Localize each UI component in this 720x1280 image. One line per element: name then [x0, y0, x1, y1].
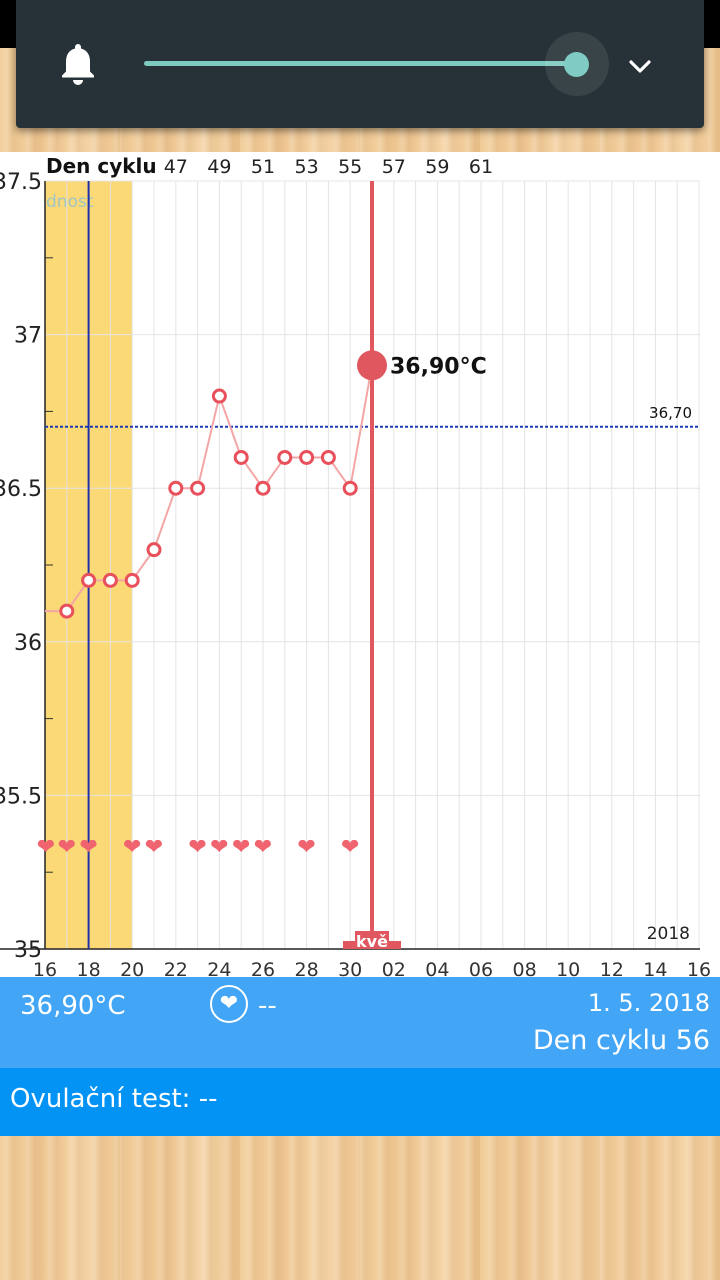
intercourse-heart-icon: ❤ [210, 835, 228, 860]
cycle-day-tick-label: 49 [207, 156, 231, 178]
temperature-point[interactable] [277, 449, 293, 465]
y-tick-label: 37 [14, 324, 42, 349]
temperature-point[interactable] [146, 542, 162, 558]
x-tick-label: 14 [643, 959, 667, 977]
selected-temperature-label: 36,90°C [390, 354, 487, 379]
period-badge [355, 931, 389, 949]
y-tick-label: 37.5 [0, 170, 42, 195]
y-tick-label: 36.5 [0, 477, 42, 502]
fertile-label: dnost [46, 192, 94, 212]
temperature-point[interactable] [255, 480, 271, 496]
x-tick-label: 12 [600, 959, 624, 977]
selected-temperature-point[interactable] [357, 350, 387, 381]
y-tick-label: 35 [14, 938, 42, 963]
temperature-point[interactable] [59, 603, 75, 619]
x-tick-label: 24 [207, 959, 231, 977]
intercourse-heart-icon: ❤ [188, 835, 206, 860]
temperature-point[interactable] [299, 449, 315, 465]
slider-thumb[interactable] [564, 52, 589, 77]
x-tick-label: 18 [77, 959, 101, 977]
intercourse-value: -- [258, 991, 277, 1021]
temperature-chart[interactable]: 37.5 37 36.5 36 35.5 35 16 18 20 22 24 26 28 30 02 04 06… [0, 152, 720, 981]
selected-date: 1. 5. 2018 [587, 989, 710, 1017]
selected-temperature: 36,90°C [20, 991, 126, 1021]
x-tick-label: 28 [295, 959, 319, 977]
cycle-day-tick-label: 55 [338, 156, 362, 178]
temperature-point[interactable] [233, 449, 249, 465]
temperature-line [45, 365, 373, 613]
x-tick-label: 30 [338, 959, 362, 977]
intercourse-heart-icon: ❤ [58, 835, 76, 860]
cycle-day-tick-label: 57 [382, 156, 406, 178]
intercourse-heart-icon: ❤ [341, 835, 359, 860]
x-tick-label: 20 [120, 959, 144, 977]
temperature-point[interactable] [81, 572, 97, 588]
heart-icon: ❤ [210, 985, 248, 1023]
temperature-point[interactable] [124, 572, 140, 588]
cycle-day-tick-label: 53 [295, 156, 319, 178]
cycle-day-tick-label: 47 [164, 156, 188, 178]
ovulation-test-text: Ovulační test: -- [10, 1084, 218, 1114]
x-tick-label: 26 [251, 959, 275, 977]
temperature-point[interactable] [342, 480, 358, 496]
intercourse-heart-icon: ❤ [232, 835, 250, 860]
reminder-notification [16, 0, 704, 128]
intercourse-heart-icon: ❤ [123, 835, 141, 860]
temperature-point[interactable] [190, 480, 206, 496]
x-tick-label: 06 [469, 959, 493, 977]
temperature-point[interactable] [211, 388, 227, 404]
x-tick-label: 22 [164, 959, 188, 977]
cycle-day-axis-label: Den cyklu [46, 154, 157, 178]
period-label: kvě [356, 932, 388, 951]
year-label: 2018 [647, 924, 690, 944]
temperature-point[interactable] [102, 572, 118, 588]
intercourse-heart-icon: ❤ [79, 835, 97, 860]
y-tick-label: 35.5 [0, 784, 42, 809]
ovulation-test-panel[interactable]: Ovulační test: -- [0, 1068, 720, 1136]
temperature-point[interactable] [168, 480, 184, 496]
intercourse-heart-icon: ❤ [254, 835, 272, 860]
y-tick-label: 36 [14, 631, 42, 656]
cycle-day: Den cyklu 56 [532, 1025, 710, 1056]
cycle-day-tick-label: 61 [469, 156, 493, 178]
x-tick-label: 10 [556, 959, 580, 977]
intercourse-heart-icon: ❤ [145, 835, 163, 860]
chevron-down-icon[interactable] [626, 52, 654, 80]
x-tick-label: 16 [687, 959, 711, 977]
volume-slider-track[interactable] [144, 61, 576, 66]
x-tick-label: 04 [425, 959, 449, 977]
temperature-point[interactable] [320, 449, 336, 465]
day-info-panel[interactable]: 36,90°C ❤ -- 1. 5. 2018 Den cyklu 56 [0, 977, 720, 1068]
x-tick-label: 16 [33, 959, 57, 977]
coverline-label: 36,70 [649, 404, 692, 422]
x-tick-label: 08 [513, 959, 537, 977]
cycle-day-tick-label: 59 [425, 156, 449, 178]
bell-icon[interactable] [60, 42, 96, 86]
x-tick-label: 02 [382, 959, 406, 977]
intercourse-heart-icon: ❤ [37, 835, 55, 860]
intercourse-heart-icon: ❤ [297, 835, 315, 860]
cycle-day-tick-label: 51 [251, 156, 275, 178]
